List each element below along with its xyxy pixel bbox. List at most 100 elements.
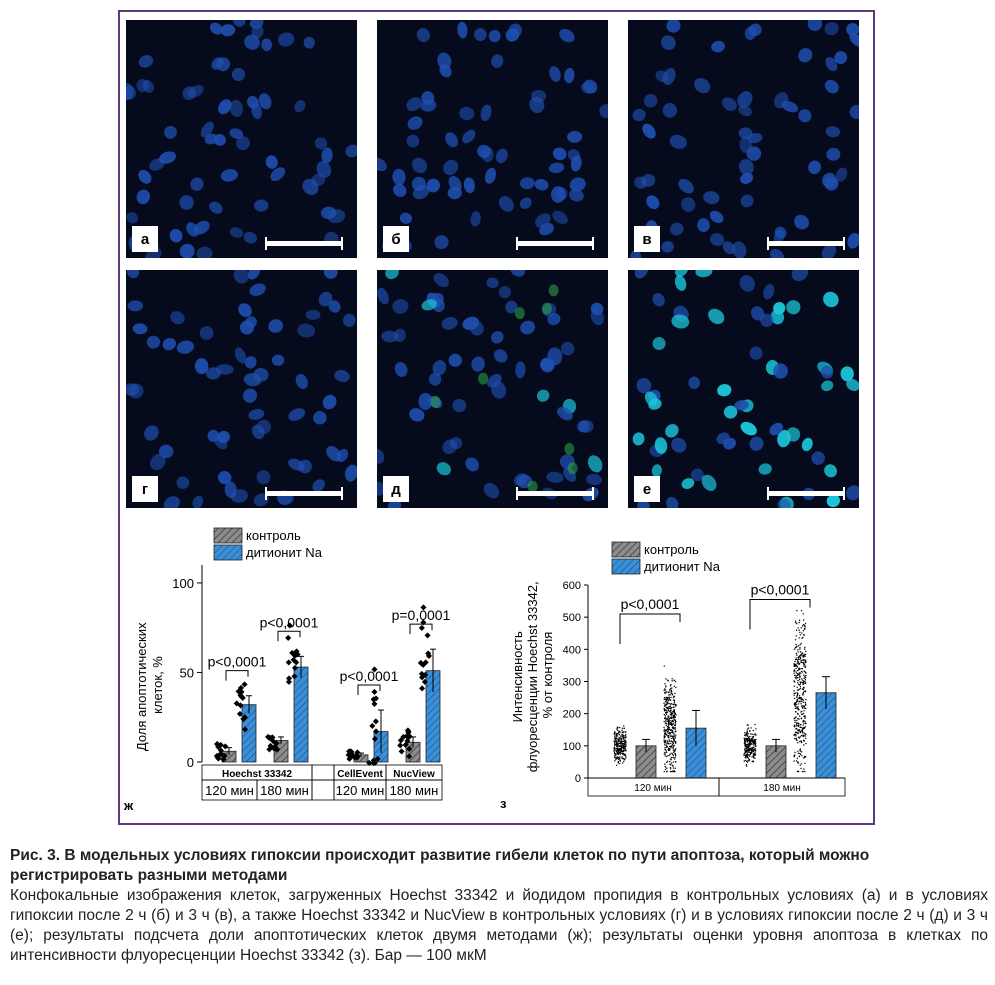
nucleus [216, 57, 230, 72]
data-point [798, 722, 800, 725]
nucleus [411, 157, 428, 174]
nucleus [826, 494, 840, 508]
nucleus [377, 481, 386, 496]
data-point [804, 755, 806, 758]
panel-label: е [634, 476, 660, 502]
nucleus [445, 132, 459, 148]
nucleus [480, 104, 492, 122]
data-point [615, 748, 617, 750]
y-tick-label: 600 [563, 580, 581, 592]
nucleus [721, 97, 737, 111]
nucleus [646, 195, 660, 210]
nucleus [651, 464, 662, 477]
data-point [749, 740, 752, 742]
data-point: ◆ [425, 630, 432, 639]
data-point [664, 744, 666, 746]
nucleus [694, 77, 711, 94]
data-point [795, 663, 797, 666]
data-point [665, 703, 668, 706]
data-point [803, 680, 805, 683]
nucleus [546, 471, 564, 483]
data-point [666, 760, 669, 762]
data-point [793, 737, 796, 740]
data-point [614, 744, 616, 747]
data-point [620, 735, 622, 737]
data-point [668, 707, 670, 710]
nucleus [534, 179, 549, 191]
bars: p<0,0001 p<0,0001 [613, 581, 837, 779]
nucleus [248, 408, 265, 420]
micrograph-e: е [628, 270, 859, 508]
nucleus [218, 99, 232, 115]
nucleus [665, 424, 679, 438]
data-point [797, 651, 799, 653]
nucleus [807, 20, 823, 32]
data-point [618, 730, 621, 733]
data-point [804, 715, 806, 717]
nucleus [294, 100, 306, 113]
green-nucleus [548, 284, 559, 297]
nucleus [247, 270, 261, 280]
nucleus [457, 21, 468, 39]
y-tick-label: 50 [180, 665, 194, 680]
data-point [799, 658, 801, 661]
data-point [670, 690, 673, 693]
nucleus [416, 28, 431, 43]
data-point [669, 748, 671, 750]
data-point [617, 733, 619, 735]
nucleus [399, 212, 413, 224]
nucleus [220, 24, 236, 37]
nucleus [824, 79, 839, 94]
data-point: ◆ [269, 732, 276, 741]
data-point [672, 741, 674, 744]
nucleus [326, 445, 342, 462]
nucleus [769, 248, 785, 258]
data-point [746, 760, 748, 763]
data-point [619, 756, 621, 758]
data-point [804, 665, 807, 667]
data-point [794, 620, 797, 622]
data-point [795, 678, 797, 680]
data-point [750, 738, 753, 740]
data-point [621, 740, 624, 743]
data-point [674, 736, 677, 738]
data-point [746, 733, 748, 735]
data-point [793, 697, 796, 700]
data-point [673, 714, 676, 716]
data-point [670, 768, 672, 770]
data-point: ◆ [406, 751, 413, 760]
data-point: ◆ [240, 693, 247, 702]
data-point [663, 713, 666, 716]
data-point [619, 760, 621, 762]
data-point: ◆ [265, 732, 272, 741]
data-point [795, 733, 797, 736]
data-point [755, 745, 757, 748]
data-point [675, 686, 677, 689]
nucleus [644, 391, 658, 406]
data-point [796, 645, 798, 648]
data-point [616, 728, 619, 730]
data-point [799, 677, 801, 679]
nucleus [432, 360, 447, 376]
data-point [800, 711, 802, 713]
nucleus [824, 464, 838, 478]
data-point [800, 627, 802, 629]
data-point [617, 760, 620, 763]
data-point [667, 725, 670, 727]
data-point [621, 756, 623, 758]
data-point [664, 715, 667, 717]
table-cell [311, 779, 335, 801]
data-point [743, 741, 746, 743]
nucleus [716, 432, 730, 445]
data-point [671, 764, 674, 766]
data-point [618, 734, 620, 736]
data-point [613, 746, 616, 749]
nucleus [498, 286, 511, 299]
significance-bracket [749, 598, 811, 630]
data-point [747, 749, 749, 751]
data-point: ◆ [272, 744, 279, 753]
nucleus [394, 328, 406, 343]
data-point [793, 690, 795, 692]
data-point [743, 739, 746, 742]
nucleus [229, 128, 244, 139]
